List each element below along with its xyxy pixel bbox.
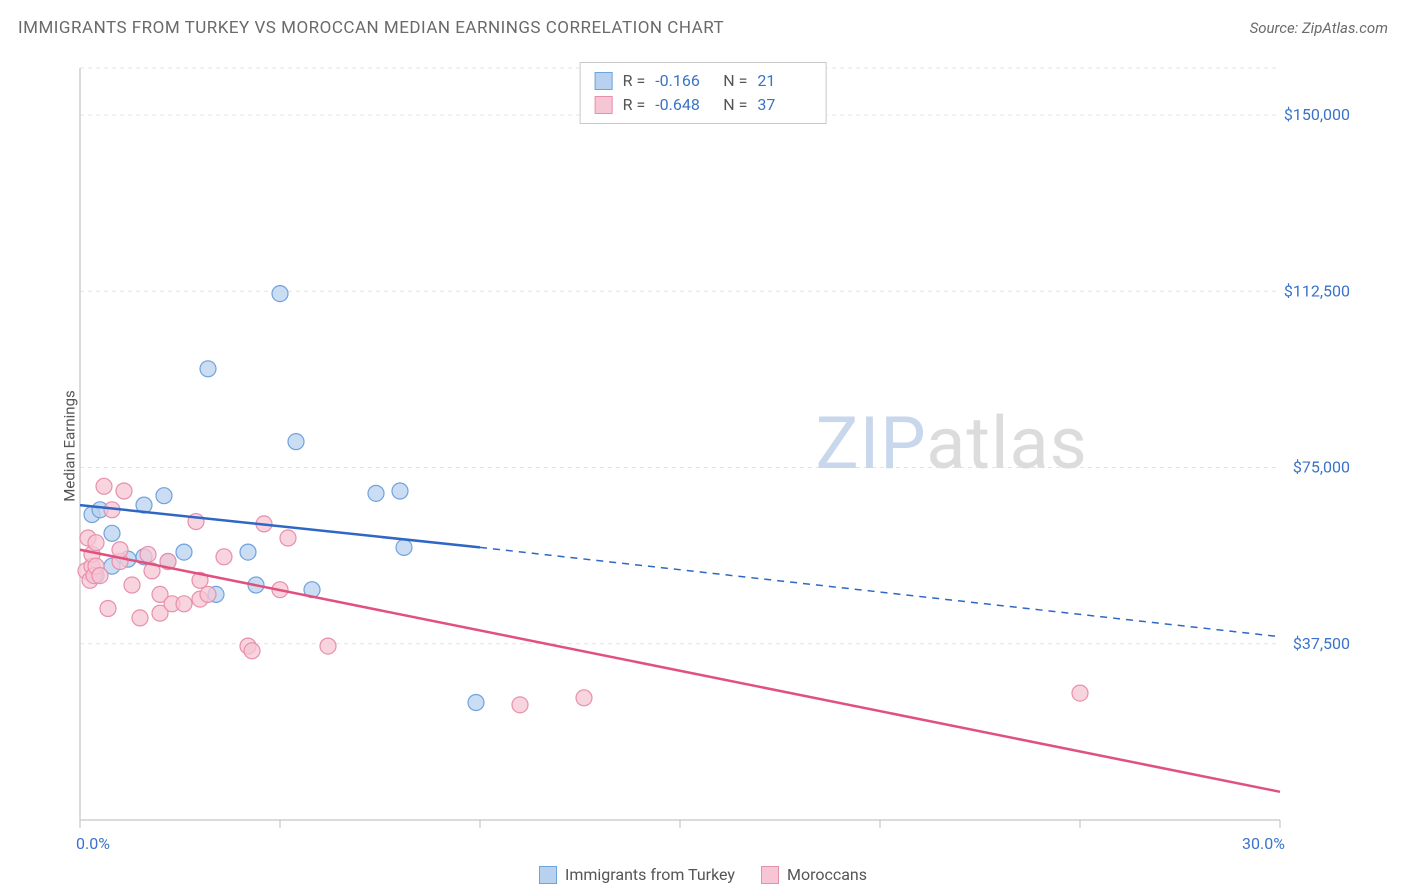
- legend-item-moroccans: Moroccans: [761, 865, 867, 884]
- stats-row-turkey: R = -0.166 N = 21: [595, 69, 812, 93]
- scatter-chart: $37,500 $75,000 $112,500 $150,000: [50, 60, 1370, 830]
- legend-item-turkey: Immigrants from Turkey: [539, 865, 735, 884]
- svg-text:$75,000: $75,000: [1293, 458, 1350, 477]
- chart-title: IMMIGRANTS FROM TURKEY VS MOROCCAN MEDIA…: [18, 18, 724, 38]
- correlation-stats-box: R = -0.166 N = 21 R = -0.648 N = 37: [580, 62, 827, 124]
- n-value-moroccans: 37: [757, 93, 811, 117]
- chart-plot-area: $37,500 $75,000 $112,500 $150,000: [50, 60, 1370, 830]
- source-attribution: Source: ZipAtlas.com: [1250, 19, 1388, 37]
- svg-text:$150,000: $150,000: [1284, 105, 1350, 124]
- legend-label-turkey: Immigrants from Turkey: [565, 865, 735, 884]
- legend-swatch-icon: [761, 866, 779, 884]
- legend-swatch-moroccans: [595, 96, 613, 114]
- r-value-moroccans: -0.648: [655, 93, 709, 117]
- x-axis-max-label: 30.0%: [1242, 834, 1285, 853]
- legend-label-moroccans: Moroccans: [787, 865, 867, 884]
- legend-swatch-turkey: [595, 72, 613, 90]
- x-axis-legend: Immigrants from Turkey Moroccans: [0, 865, 1406, 884]
- n-value-turkey: 21: [757, 69, 811, 93]
- stats-row-moroccans: R = -0.648 N = 37: [595, 93, 812, 117]
- legend-swatch-icon: [539, 866, 557, 884]
- x-axis-min-label: 0.0%: [76, 834, 110, 853]
- svg-text:$112,500: $112,500: [1284, 281, 1350, 300]
- r-value-turkey: -0.166: [655, 69, 709, 93]
- svg-text:$37,500: $37,500: [1293, 634, 1350, 653]
